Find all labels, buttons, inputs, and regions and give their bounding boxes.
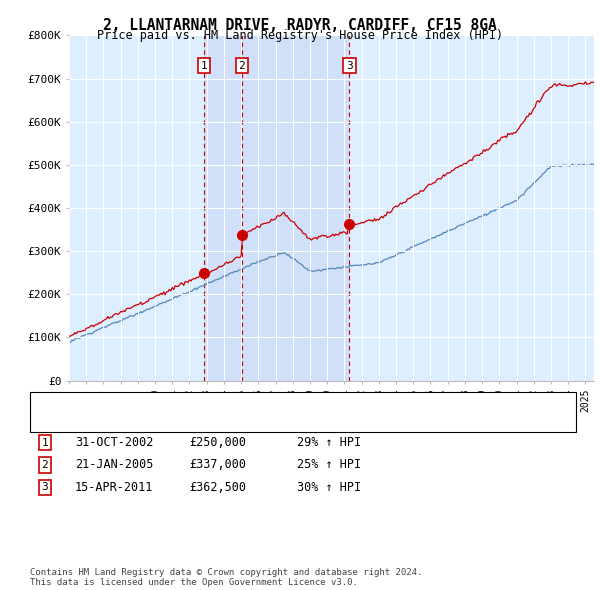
Text: 2, LLANTARNAM DRIVE, RADYR, CARDIFF, CF15 8GA: 2, LLANTARNAM DRIVE, RADYR, CARDIFF, CF1… — [103, 18, 497, 32]
Text: 3: 3 — [41, 483, 49, 492]
Text: 1: 1 — [200, 61, 207, 71]
Text: £250,000: £250,000 — [189, 436, 246, 449]
Text: £337,000: £337,000 — [189, 458, 246, 471]
Bar — [204, 35, 242, 381]
Text: Price paid vs. HM Land Registry's House Price Index (HPI): Price paid vs. HM Land Registry's House … — [97, 30, 503, 42]
Text: 25% ↑ HPI: 25% ↑ HPI — [297, 458, 361, 471]
Text: 2, LLANTARNAM DRIVE, RADYR, CARDIFF, CF15 8GA (detached house): 2, LLANTARNAM DRIVE, RADYR, CARDIFF, CF1… — [75, 398, 463, 408]
Text: £362,500: £362,500 — [189, 481, 246, 494]
Text: Contains HM Land Registry data © Crown copyright and database right 2024.
This d: Contains HM Land Registry data © Crown c… — [30, 568, 422, 587]
Text: 31-OCT-2002: 31-OCT-2002 — [75, 436, 154, 449]
Text: 30% ↑ HPI: 30% ↑ HPI — [297, 481, 361, 494]
Text: 21-JAN-2005: 21-JAN-2005 — [75, 458, 154, 471]
Text: 29% ↑ HPI: 29% ↑ HPI — [297, 436, 361, 449]
Text: 1: 1 — [41, 438, 49, 447]
Text: 15-APR-2011: 15-APR-2011 — [75, 481, 154, 494]
Text: HPI: Average price, detached house, Cardiff: HPI: Average price, detached house, Card… — [75, 415, 344, 425]
Text: 3: 3 — [346, 61, 353, 71]
Text: 2: 2 — [41, 460, 49, 470]
Bar — [242, 35, 349, 381]
Text: 2: 2 — [239, 61, 245, 71]
